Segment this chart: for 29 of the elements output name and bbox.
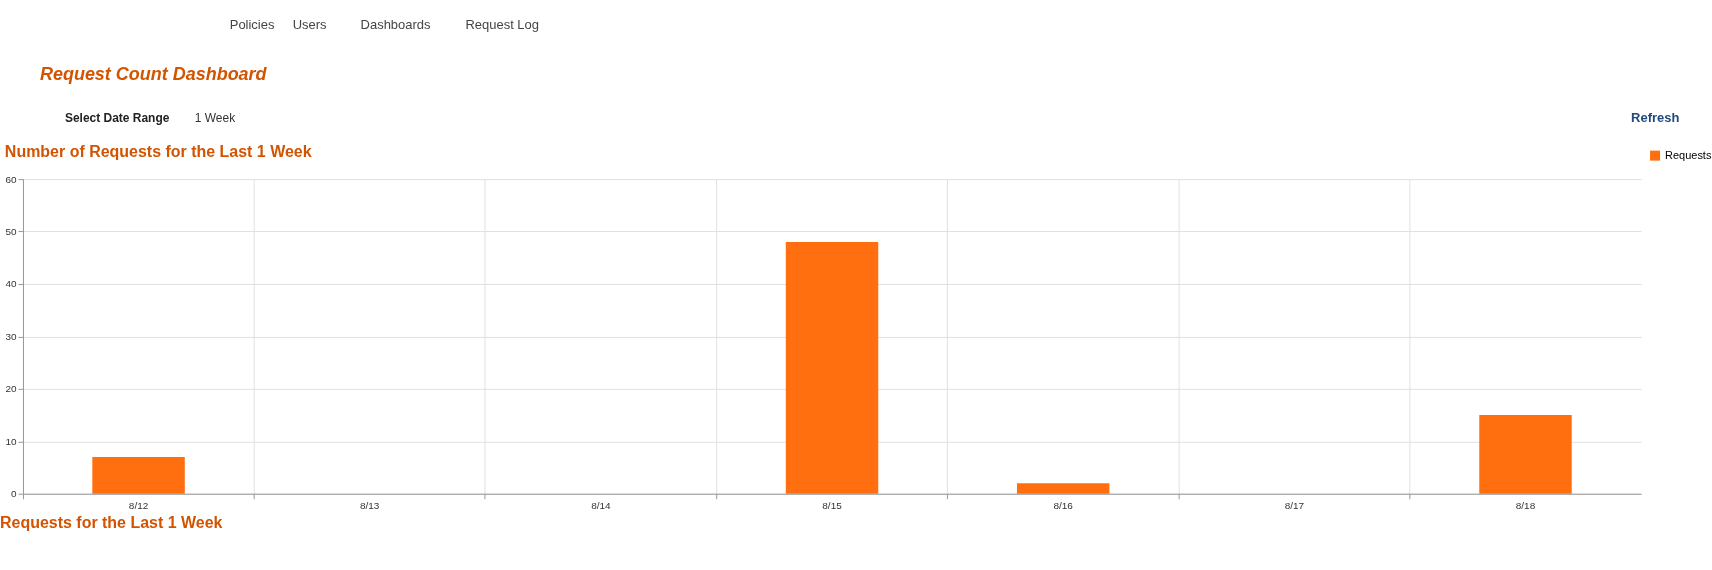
x-tick-label: 8/16 — [1053, 500, 1074, 512]
bar — [1016, 483, 1110, 494]
text: Users — [292, 17, 328, 33]
y-tick-label: 10 — [5, 435, 17, 447]
y-tick-label: 40 — [5, 278, 17, 290]
bar — [785, 242, 879, 494]
chart-title: Number of Requests for the Last 1 Week — [4, 143, 312, 161]
text: Dashboards — [360, 17, 432, 33]
y-tick-label: 20 — [5, 383, 17, 395]
x-tick-label: 8/18 — [1515, 500, 1536, 512]
y-tick-label: 0 — [10, 488, 17, 500]
text: Requests for the Last 1 Week — [0, 513, 223, 531]
x-tick-label: 8/12 — [128, 500, 149, 512]
bar — [1479, 415, 1572, 494]
bar — [92, 457, 185, 494]
text: Policies — [229, 17, 275, 33]
legend-label: Requests — [1665, 148, 1712, 161]
x-tick-label: 8/15 — [822, 500, 843, 512]
text: Select Date Range — [64, 111, 170, 126]
y-tick-label: 60 — [5, 173, 17, 185]
y-tick-label: 30 — [5, 330, 17, 342]
text: Request Log — [465, 17, 539, 33]
x-tick-label: 8/13 — [360, 500, 380, 512]
y-tick-label: 50 — [5, 226, 17, 238]
text: Refresh — [1631, 110, 1680, 126]
x-tick-label: 8/17 — [1284, 500, 1305, 512]
x-tick-label: 8/14 — [591, 500, 612, 512]
text: Request Count Dashboard — [39, 64, 268, 85]
text: 1 Week — [194, 111, 236, 126]
